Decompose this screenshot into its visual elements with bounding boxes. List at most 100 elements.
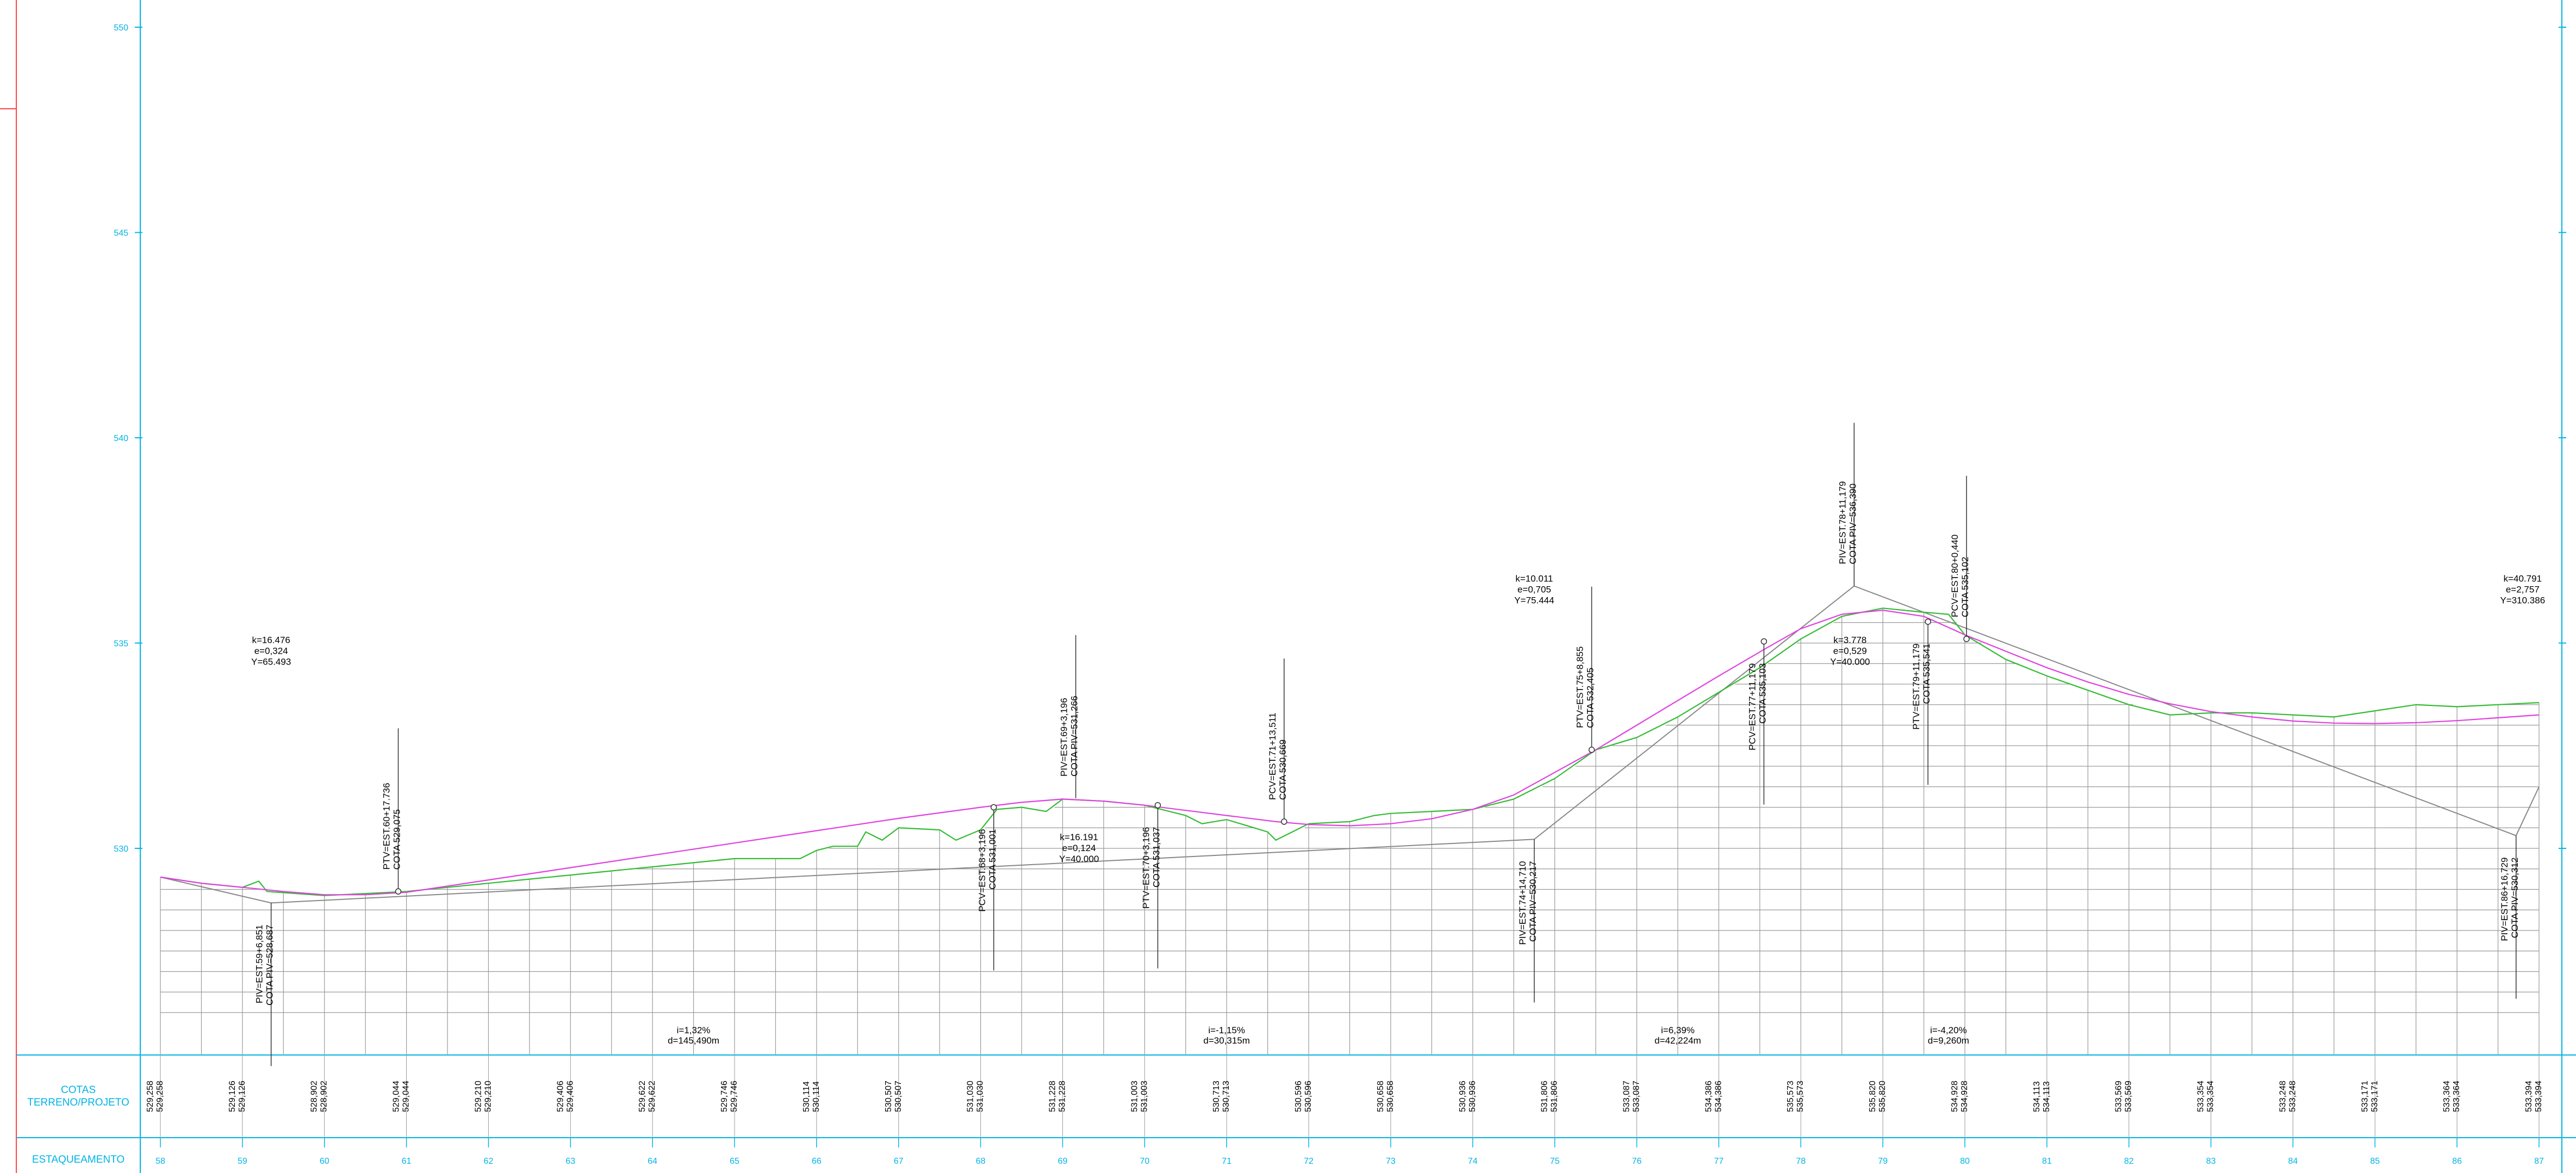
elevation-value: 529,746 [730,1081,739,1112]
y-axis: 530 535 540 545 550 [114,23,2566,854]
curve-point-label: COTA PIV=530,312 [2510,858,2520,939]
station-label: 82 [2124,1157,2134,1166]
station-label: 67 [894,1157,904,1166]
curve-point-label: PCV=EST.77+11,179 [1747,663,1757,750]
y-tick-label: 535 [114,640,128,649]
elevation-value: 531,806 [1540,1081,1550,1112]
elevation-value: 529,258 [146,1081,155,1112]
elevation-value: 534,386 [1714,1081,1723,1112]
curve-parameter-label: Y=75.444 [1514,595,1554,605]
elevation-value: 529,210 [483,1081,493,1112]
station-label: 69 [1058,1157,1068,1166]
grade-label: i=6,39% [1661,1025,1695,1035]
y-tick-label: 530 [114,845,128,854]
elevation-value: 533,171 [2370,1081,2379,1112]
curve-point-label: PCV=EST.68+3,196 [977,829,987,912]
curve-point-label: COTA 530,669 [1278,740,1288,800]
elevation-value: 529,622 [648,1081,657,1112]
curve-parameter-label: Y=40.000 [1059,854,1099,864]
estaqueamento-label: ESTAQUEAMENTO [32,1154,125,1165]
elevation-value: 531,030 [966,1081,975,1112]
station-label: 84 [2288,1157,2298,1166]
y-tick-label: 540 [114,434,128,443]
curve-point-label: COTA PIV=536,390 [1847,483,1858,564]
curve-point-marker [1963,636,1970,642]
curve-point-marker [1760,638,1768,645]
elevation-value: 529,044 [402,1081,411,1112]
elevation-value: 534,386 [1704,1081,1713,1112]
elevation-value: 533,364 [2442,1081,2451,1112]
curve-point-label: PIV=EST.78+11,179 [1837,481,1847,564]
curve-point-marker [991,804,997,811]
curve-point-label: PTV=EST.60+17.736 [382,783,392,870]
station-label: 86 [2452,1157,2462,1166]
grade-label: i=-1,15% [1208,1025,1245,1035]
elevation-value: 533,394 [2534,1081,2543,1112]
curve-parameter-label: k=16.191 [1060,832,1098,842]
grade-label: d=30,315m [1203,1035,1250,1046]
grade-label: i=1,32% [677,1025,711,1035]
curve-point-label: PCV=EST.80+0,440 [1950,535,1960,617]
elevation-value: 531,030 [976,1081,985,1112]
curve-point-label: PTV=EST.75+8,855 [1575,647,1585,728]
elevation-value: 533,354 [2197,1081,2206,1112]
elevation-value: 529,746 [720,1081,729,1112]
station-label: 85 [2370,1157,2380,1166]
elevation-value: 529,622 [638,1081,647,1112]
elevation-value: 534,113 [2042,1081,2051,1112]
curve-parameter-label: e=0,529 [1833,646,1867,656]
curve-point-marker [1154,802,1161,809]
elevation-value: 529,126 [238,1081,247,1112]
station-label: 71 [1222,1157,1231,1166]
curve-point-label: PTV=EST.79+11,179 [1911,643,1921,729]
elevation-value: 530,507 [884,1081,893,1112]
elevation-value: 530,936 [1468,1081,1477,1112]
curve-point-label: COTA PIV=531,266 [1069,696,1080,777]
elevation-value: 529,126 [228,1081,237,1112]
station-label: 79 [1878,1157,1888,1166]
curve-point-label: COTA PIV=528,687 [265,924,275,1006]
elevation-value: 534,928 [1950,1081,1959,1112]
curve-parameter-label: e=0,705 [1517,584,1551,594]
station-label: 66 [812,1157,822,1166]
curve-parameter-label: e=2,757 [2506,584,2540,594]
elevation-value: 533,354 [2206,1081,2216,1112]
curve-parameter-label: k=16.476 [252,635,290,646]
elevation-value: 534,113 [2032,1081,2042,1112]
elevation-value: 535,820 [1868,1081,1877,1112]
curve-point-marker [1588,747,1595,753]
elevation-value: 533,569 [2124,1081,2133,1112]
elevation-value: 528,902 [320,1081,329,1112]
station-label: 83 [2206,1157,2216,1166]
curve-point-marker [1925,618,1931,625]
curve-parameter-label: k=10.011 [1515,573,1553,584]
station-label: 61 [402,1157,412,1166]
curve-point-label: COTA 535,103 [1757,663,1768,723]
curve-parameter-label: Y=65.493 [251,657,291,667]
elevation-value: 533,171 [2360,1081,2369,1112]
elevation-value: 530,114 [802,1081,811,1112]
station-label: 63 [565,1157,575,1166]
elevation-value: 529,210 [474,1081,483,1112]
terrain-line [160,607,2540,896]
elevation-value: 533,248 [2288,1081,2297,1112]
y-tick-label: 550 [114,23,128,33]
elevation-value: 533,087 [1622,1081,1632,1112]
elevation-value: 533,364 [2452,1081,2461,1112]
station-label: 80 [1960,1157,1970,1166]
elevation-value: 529,258 [155,1081,165,1112]
station-label: 87 [2534,1157,2544,1166]
cotas-label-1: COTAS [61,1084,96,1096]
curve-parameter-label: e=0,124 [1062,843,1096,853]
elevation-value: 535,573 [1796,1081,1805,1112]
terrain-grid [160,608,2540,1055]
elevation-value: 531,003 [1130,1081,1139,1112]
curve-point-label: COTA 531,037 [1151,827,1161,887]
curve-point-label: COTA 535,102 [1960,557,1970,617]
elevation-value: 529,044 [392,1081,401,1112]
station-label: 65 [730,1157,739,1166]
elevation-value: 530,713 [1212,1081,1221,1112]
station-label: 74 [1468,1157,1478,1166]
station-label: 64 [648,1157,657,1166]
footer-table: 58 529,258 529,258 59 529,126 529,126 60 528,90… [146,1055,2544,1166]
